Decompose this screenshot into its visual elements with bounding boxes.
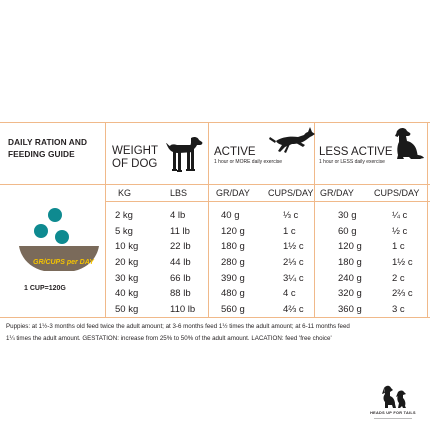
table-cell: 66 lb [170, 272, 191, 284]
table-cell: 3¼ c [283, 272, 304, 284]
table-cell: 4 c [283, 288, 296, 300]
table-cell: 20 kg [115, 257, 139, 269]
active-subtitle: 1 hour or MORE daily exercise [214, 159, 283, 165]
table-cell: 2⅔ c [392, 288, 413, 300]
table-cell: 40 g [221, 210, 240, 221]
table-cell: 280 g [221, 257, 245, 269]
feeding-footnote: Puppies: at 1½-3 months old feed twice t… [6, 321, 426, 345]
kg-column: 2 kg 5 kg 10 kg 20 kg 30 kg 40 kg 50 kg [115, 208, 138, 318]
column-header-rule [105, 201, 430, 202]
top-rule [0, 122, 430, 123]
table-cell: ¼ c [392, 210, 408, 221]
table-cell: 240 g [338, 272, 362, 284]
table-cell: 60 g [338, 225, 357, 237]
brand-name: HEADS UP FOR TAILS [370, 411, 416, 415]
sitting-dog-icon [395, 127, 424, 159]
table-cell: 180 g [221, 241, 245, 253]
weight-title-line1: WEIGHT [112, 145, 158, 157]
divider-guide [105, 122, 106, 317]
col-header-kg: KG [118, 188, 132, 198]
table-cell: 10 kg [115, 241, 139, 253]
guide-title: DAILY RATION AND FEEDING GUIDE [8, 136, 118, 160]
beagle-dog-icon [166, 136, 203, 172]
table-cell: 120 g [221, 225, 245, 237]
table-cell: 110 lb [170, 304, 196, 316]
divider-active [314, 122, 315, 317]
guide-title-line2: FEEDING GUIDE [8, 149, 75, 159]
brand-dog-logo-icon [382, 385, 406, 408]
table-cell: ½ c [392, 225, 408, 237]
active-title: ACTIVE [214, 146, 256, 158]
table-cell: 480 g [221, 288, 245, 300]
header-rule [0, 184, 430, 185]
weight-title-line2: OF DOG [112, 158, 158, 170]
table-cell: 4 lb [170, 210, 186, 221]
bowl-label: GR/CUPS per DAY [33, 259, 94, 266]
table-cell: 40 kg [115, 288, 139, 300]
table-cell: 30 g [338, 210, 357, 221]
table-cell: 2 c [392, 272, 405, 284]
table-cell: 22 lb [170, 241, 191, 253]
table-cell: 2⅓ c [283, 257, 304, 269]
table-cell: 44 lb [170, 257, 191, 269]
less-active-subtitle: 1 hour or LESS daily exercise [319, 159, 385, 165]
less-cups-column: ¼ c ½ c 1 c 1½ c 2 c 2⅔ c 3 c [392, 208, 413, 318]
table-cell: 120 g [338, 241, 362, 253]
table-cell: 320 g [338, 288, 362, 300]
col-header-less-cups: CUPS/DAY [374, 188, 420, 198]
weight-title: WEIGHT OF DOG [112, 145, 182, 171]
leaping-dog-icon [269, 127, 315, 153]
dog-food-bowl-icon [19, 208, 99, 271]
active-cups-column: ⅓ c 1 c 1½ c 2⅓ c 3¼ c 4 c 4⅔ c [283, 208, 304, 318]
col-header-active-cups: CUPS/DAY [268, 188, 314, 198]
table-cell: 180 g [338, 257, 362, 269]
col-header-lbs: LBS [170, 188, 188, 198]
less-active-heading: LESS ACTIVE 1 hour or LESS daily exercis… [319, 146, 393, 166]
table-cell: ⅓ c [283, 210, 299, 221]
lbs-column: 4 lb 11 lb 22 lb 44 lb 66 lb 88 lb 110 l… [170, 208, 195, 318]
table-cell: 5 kg [115, 225, 133, 237]
less-active-title: LESS ACTIVE [319, 146, 393, 158]
table-cell: 1½ c [392, 257, 413, 269]
table-cell: 3 c [392, 304, 405, 316]
table-cell: 1 c [283, 225, 296, 237]
footnote-line2: 1¼ times the adult amount. GESTATION: in… [6, 335, 332, 342]
footnote-line1: Puppies: at 1½-3 months old feed twice t… [6, 323, 350, 330]
table-cell: 2 kg [115, 210, 133, 221]
table-cell: 360 g [338, 304, 362, 316]
table-cell: 88 lb [170, 288, 191, 300]
table-cell: 1½ c [283, 241, 304, 253]
table-cell: 4⅔ c [283, 304, 304, 316]
less-gr-column: 30 g 60 g 120 g 180 g 240 g 320 g 360 g [338, 208, 362, 318]
col-header-active-gr: GR/DAY [216, 188, 250, 198]
brand-underline [374, 418, 412, 419]
active-gr-column: 40 g 120 g 180 g 280 g 390 g 480 g 560 g [221, 208, 245, 318]
divider-right-edge [427, 122, 428, 317]
table-cell: 390 g [221, 272, 245, 284]
table-cell: 1 c [392, 241, 405, 253]
table-cell: 50 kg [115, 304, 139, 316]
active-heading: ACTIVE 1 hour or MORE daily exercise [214, 146, 282, 166]
col-header-less-gr: GR/DAY [320, 188, 354, 198]
cup-equivalence: 1 CUP=120G [24, 285, 66, 292]
divider-weight [208, 122, 209, 317]
guide-title-line1: DAILY RATION AND [8, 137, 88, 147]
table-cell: 560 g [221, 304, 245, 316]
table-cell: 11 lb [170, 225, 190, 237]
table-cell: 30 kg [115, 272, 139, 284]
bottom-rule [0, 317, 430, 318]
